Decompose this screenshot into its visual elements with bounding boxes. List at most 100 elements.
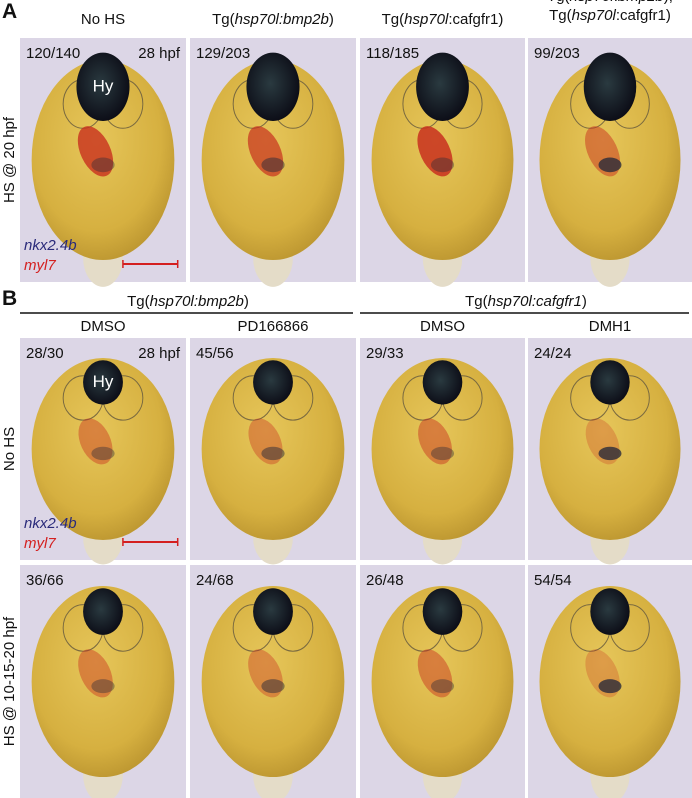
heart-field [598, 157, 622, 173]
row-label: HS @ 20 hpf [1, 116, 18, 203]
column-header: Tg(hsp70l:bmp2b); [547, 0, 673, 5]
embryo-image [528, 338, 692, 565]
embryo-image [190, 565, 356, 798]
embryo-image [190, 38, 356, 287]
hypothalamus [246, 52, 300, 121]
heart-field [261, 157, 285, 173]
heart-field [598, 679, 622, 694]
text-segment: hsp70l [404, 11, 449, 28]
embryo-image [20, 38, 186, 287]
count: 28/30 [26, 345, 64, 362]
column-header: DMH1 [589, 318, 632, 335]
text-segment: Tg( [212, 11, 235, 28]
embryo-image [20, 338, 186, 565]
embryo-image [360, 565, 525, 798]
embryo-image [360, 38, 525, 287]
heart [418, 418, 452, 465]
text-segment: DMH1 [589, 318, 632, 335]
text-segment: hsp70l:cafgfr1 [488, 293, 582, 310]
hypothalamus [590, 588, 630, 635]
heart-field [430, 446, 455, 461]
count: 24/24 [534, 345, 572, 362]
structure-label: Hy [93, 372, 114, 391]
count: 120/140 [26, 45, 80, 62]
yolk [371, 585, 514, 778]
text-segment: hsp70l [572, 7, 617, 24]
group-header: Tg(hsp70l:bmp2b) [127, 293, 249, 310]
heart-field [91, 446, 115, 461]
stain-label: nkx2.4b [24, 515, 77, 532]
structure-label: Hy [93, 77, 114, 96]
yolk [31, 357, 175, 541]
text-segment: ) [582, 293, 587, 310]
column-header: Tg(hsp70l:cafgfr1) [382, 11, 504, 28]
hypothalamus [83, 588, 123, 635]
embryo-image [528, 565, 692, 798]
stage: 28 hpf [138, 45, 181, 62]
heart-field [598, 446, 622, 461]
stage: 28 hpf [138, 345, 181, 362]
heart-field [91, 679, 115, 694]
heart [417, 649, 453, 698]
heart-field [430, 679, 455, 694]
hypothalamus [83, 360, 123, 405]
column-header: Tg(hsp70l:bmp2b) [212, 11, 334, 28]
count: 29/33 [366, 345, 404, 362]
count: 45/56 [196, 345, 234, 362]
text-segment: Tg( [465, 293, 488, 310]
text-segment: ) [329, 11, 334, 28]
heart-field [430, 157, 455, 173]
embryo-image [360, 338, 525, 565]
row-label: No HS [1, 427, 18, 471]
column-header: DMSO [420, 318, 465, 335]
text-segment: Tg( [549, 7, 572, 24]
stain-label: myl7 [24, 257, 56, 274]
hypothalamus [416, 52, 469, 121]
column-header: Tg(hsp70l:cafgfr1) [549, 7, 671, 24]
row-label: HS @ 10-15-20 hpf [1, 616, 18, 746]
hypothalamus [76, 52, 130, 121]
text-segment: DMSO [81, 318, 126, 335]
stain-label: myl7 [24, 535, 56, 552]
embryo-image [528, 38, 692, 287]
text-segment: hsp70l:bmp2b [150, 293, 244, 310]
text-segment: PD166866 [238, 318, 309, 335]
count: 24/68 [196, 572, 234, 589]
text-segment: Tg( [127, 293, 150, 310]
hypothalamus [422, 588, 463, 635]
count: 36/66 [26, 572, 64, 589]
count: 129/203 [196, 45, 250, 62]
count: 118/185 [366, 45, 419, 62]
stain-label: nkx2.4b [24, 237, 77, 254]
column-header: No HS [81, 11, 125, 28]
heart [78, 418, 113, 465]
embryo-image [20, 565, 186, 798]
hypothalamus [590, 360, 630, 405]
text-segment: bmp2b [618, 0, 664, 5]
panel-label: B [2, 287, 17, 310]
heart-field [91, 157, 115, 173]
panel-label: A [2, 0, 17, 23]
text-segment: ); [664, 0, 673, 5]
text-segment: : [614, 0, 618, 5]
yolk [371, 357, 514, 541]
embryo-image [190, 338, 356, 565]
count: 54/54 [534, 572, 572, 589]
text-segment: hsp70l [570, 0, 615, 5]
text-segment: :cafgfr1) [616, 7, 671, 24]
hypothalamus [253, 360, 293, 405]
text-segment: Tg( [382, 11, 405, 28]
count: 26/48 [366, 572, 404, 589]
yolk [31, 585, 175, 778]
text-segment: Tg( [547, 0, 570, 5]
hypothalamus [253, 588, 293, 635]
text-segment: hsp70l:bmp2b [235, 11, 329, 28]
column-header: PD166866 [238, 318, 309, 335]
text-segment: DMSO [420, 318, 465, 335]
count: 99/203 [534, 45, 580, 62]
column-header: DMSO [81, 318, 126, 335]
heart-field [261, 679, 285, 694]
text-segment: No HS [81, 11, 125, 28]
group-header: Tg(hsp70l:cafgfr1) [465, 293, 587, 310]
